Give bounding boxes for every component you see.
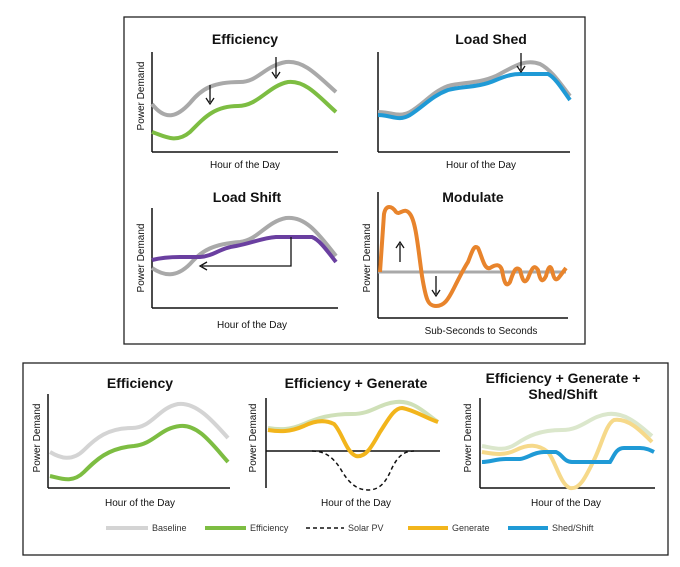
y-axis-label: Power Demand <box>136 62 147 131</box>
baseline-curve <box>150 59 338 118</box>
legend-label: Generate <box>452 523 490 533</box>
shed-shift-curve <box>481 446 655 464</box>
shift-curve <box>151 235 338 264</box>
x-axis-label: Hour of the Day <box>105 498 175 509</box>
x-axis-label: Hour of the Day <box>217 320 287 331</box>
x-axis-label: Hour of the Day <box>446 160 516 171</box>
panel-title: Efficiency <box>212 31 278 47</box>
down-arrow-icon <box>205 57 281 106</box>
panel-top-efficiency: Efficiency Power Demand Hour of the Day <box>136 31 338 171</box>
efficiency-curve <box>151 79 338 141</box>
baseline-curve <box>377 60 572 117</box>
baseline-curve <box>48 401 230 460</box>
down-arrow-icon <box>431 276 441 298</box>
shift-arrow-icon <box>198 237 292 271</box>
solar-pv-curve <box>311 450 415 491</box>
panel-title: Load Shift <box>213 189 282 205</box>
panel-title: Load Shed <box>455 31 527 47</box>
y-axis-label: Power Demand <box>463 404 474 473</box>
baseline-curve <box>481 411 654 451</box>
legend-label: Baseline <box>152 523 187 533</box>
panel-bottom-efficiency-generate-shed-shift: Efficiency + Generate + Shed/Shift Power… <box>463 370 655 509</box>
up-arrow-icon <box>395 240 405 262</box>
panel-bottom-efficiency-generate: Efficiency + Generate Power Demand Hour … <box>248 375 440 509</box>
panel-top-load-shift: Load Shift Power Demand Hour of the Day <box>136 189 338 331</box>
legend-item-baseline: Baseline <box>106 523 187 533</box>
panel-title: Efficiency + Generate + <box>486 370 641 386</box>
panel-title: Modulate <box>442 189 504 205</box>
legend: Baseline Efficiency Solar PV Generate Sh… <box>106 523 594 533</box>
down-arrow-icon <box>516 53 526 74</box>
legend-item-solar-pv: Solar PV <box>306 523 384 533</box>
legend-item-shed-shift: Shed/Shift <box>508 523 594 533</box>
legend-label: Solar PV <box>348 523 384 533</box>
shed-curve <box>377 72 572 121</box>
generate-curve <box>481 417 654 491</box>
generate-curve <box>267 405 439 459</box>
baseline-curve <box>267 399 440 432</box>
efficiency-curve <box>49 423 230 482</box>
panel-bottom-efficiency: Efficiency Power Demand Hour of the Day <box>32 375 230 509</box>
y-axis-label: Power Demand <box>32 404 43 473</box>
panel-title-line2: Shed/Shift <box>528 386 598 402</box>
y-axis-label: Power Demand <box>136 224 147 293</box>
bottom-panel-box <box>22 362 669 556</box>
legend-label: Shed/Shift <box>552 523 594 533</box>
modulate-curve <box>378 205 568 309</box>
panel-title: Efficiency + Generate <box>285 375 428 391</box>
x-axis-label: Hour of the Day <box>210 160 280 171</box>
panel-top-load-shed: Load Shed Hour of the Day <box>377 31 572 171</box>
top-panel-box <box>123 16 586 345</box>
legend-item-generate: Generate <box>408 523 490 533</box>
y-axis-label: Power Demand <box>248 404 259 473</box>
legend-label: Efficiency <box>250 523 289 533</box>
panel-title: Efficiency <box>107 375 173 391</box>
x-axis-label: Sub-Seconds to Seconds <box>425 326 538 337</box>
x-axis-label: Hour of the Day <box>531 498 601 509</box>
x-axis-label: Hour of the Day <box>321 498 391 509</box>
legend-item-efficiency: Efficiency <box>205 523 289 533</box>
baseline-curve <box>150 215 338 277</box>
y-axis-label: Power Demand <box>362 224 373 293</box>
panel-top-modulate: Modulate Power Demand Sub-Seconds to Sec… <box>362 189 568 337</box>
